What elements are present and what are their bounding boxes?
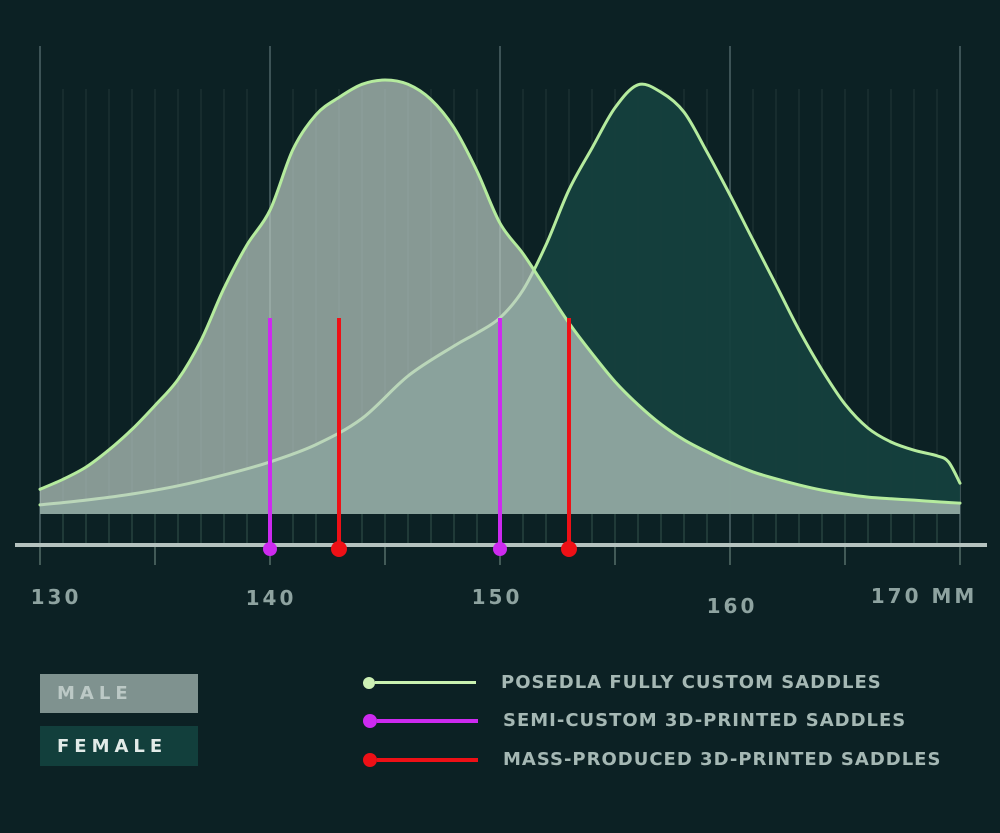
x-tick-label-150: 150: [471, 585, 523, 609]
female-distribution-area: [40, 84, 960, 514]
legend-label-semi-custom: SEMI-CUSTOM 3D-PRINTED SADDLES: [503, 710, 907, 731]
male-distribution-outline: [38, 78, 962, 505]
male-swatch-label: MALE: [57, 683, 133, 704]
green-dot-icon: [363, 676, 375, 689]
saddle-marker-lines: [263, 318, 577, 557]
legend-label-posedla-custom: POSEDLA FULLY CUSTOM SADDLES: [501, 672, 882, 693]
x-tick-label-170mm: 170 MM: [870, 584, 978, 608]
legend-item-posedla-custom: POSEDLA FULLY CUSTOM SADDLES: [363, 672, 882, 693]
marker-dot-140mm: [263, 542, 277, 556]
legend-swatch-male: MALE: [40, 674, 198, 713]
legend-swatch-female: FEMALE: [40, 726, 198, 766]
female-swatch-label: FEMALE: [57, 735, 168, 757]
axis-band-ticks: [62, 514, 938, 543]
magenta-line-swatch: [377, 718, 478, 723]
green-line-swatch: [375, 681, 476, 684]
red-dot-icon: [363, 752, 377, 767]
x-tick-label-130: 130: [30, 585, 82, 609]
marker-dot-150mm: [493, 542, 507, 556]
legend-item-mass-produced: MASS-PRODUCED 3D-PRINTED SADDLES: [363, 749, 941, 770]
legend-item-semi-custom: SEMI-CUSTOM 3D-PRINTED SADDLES: [363, 710, 906, 731]
magenta-dot-icon: [363, 713, 377, 728]
legend-label-mass-produced: MASS-PRODUCED 3D-PRINTED SADDLES: [503, 749, 942, 770]
x-tick-label-140: 140: [245, 586, 297, 610]
red-line-swatch: [377, 757, 478, 762]
marker-dot-153mm: [561, 541, 577, 557]
marker-dot-143mm: [331, 541, 347, 557]
x-tick-label-160: 160: [706, 594, 758, 618]
